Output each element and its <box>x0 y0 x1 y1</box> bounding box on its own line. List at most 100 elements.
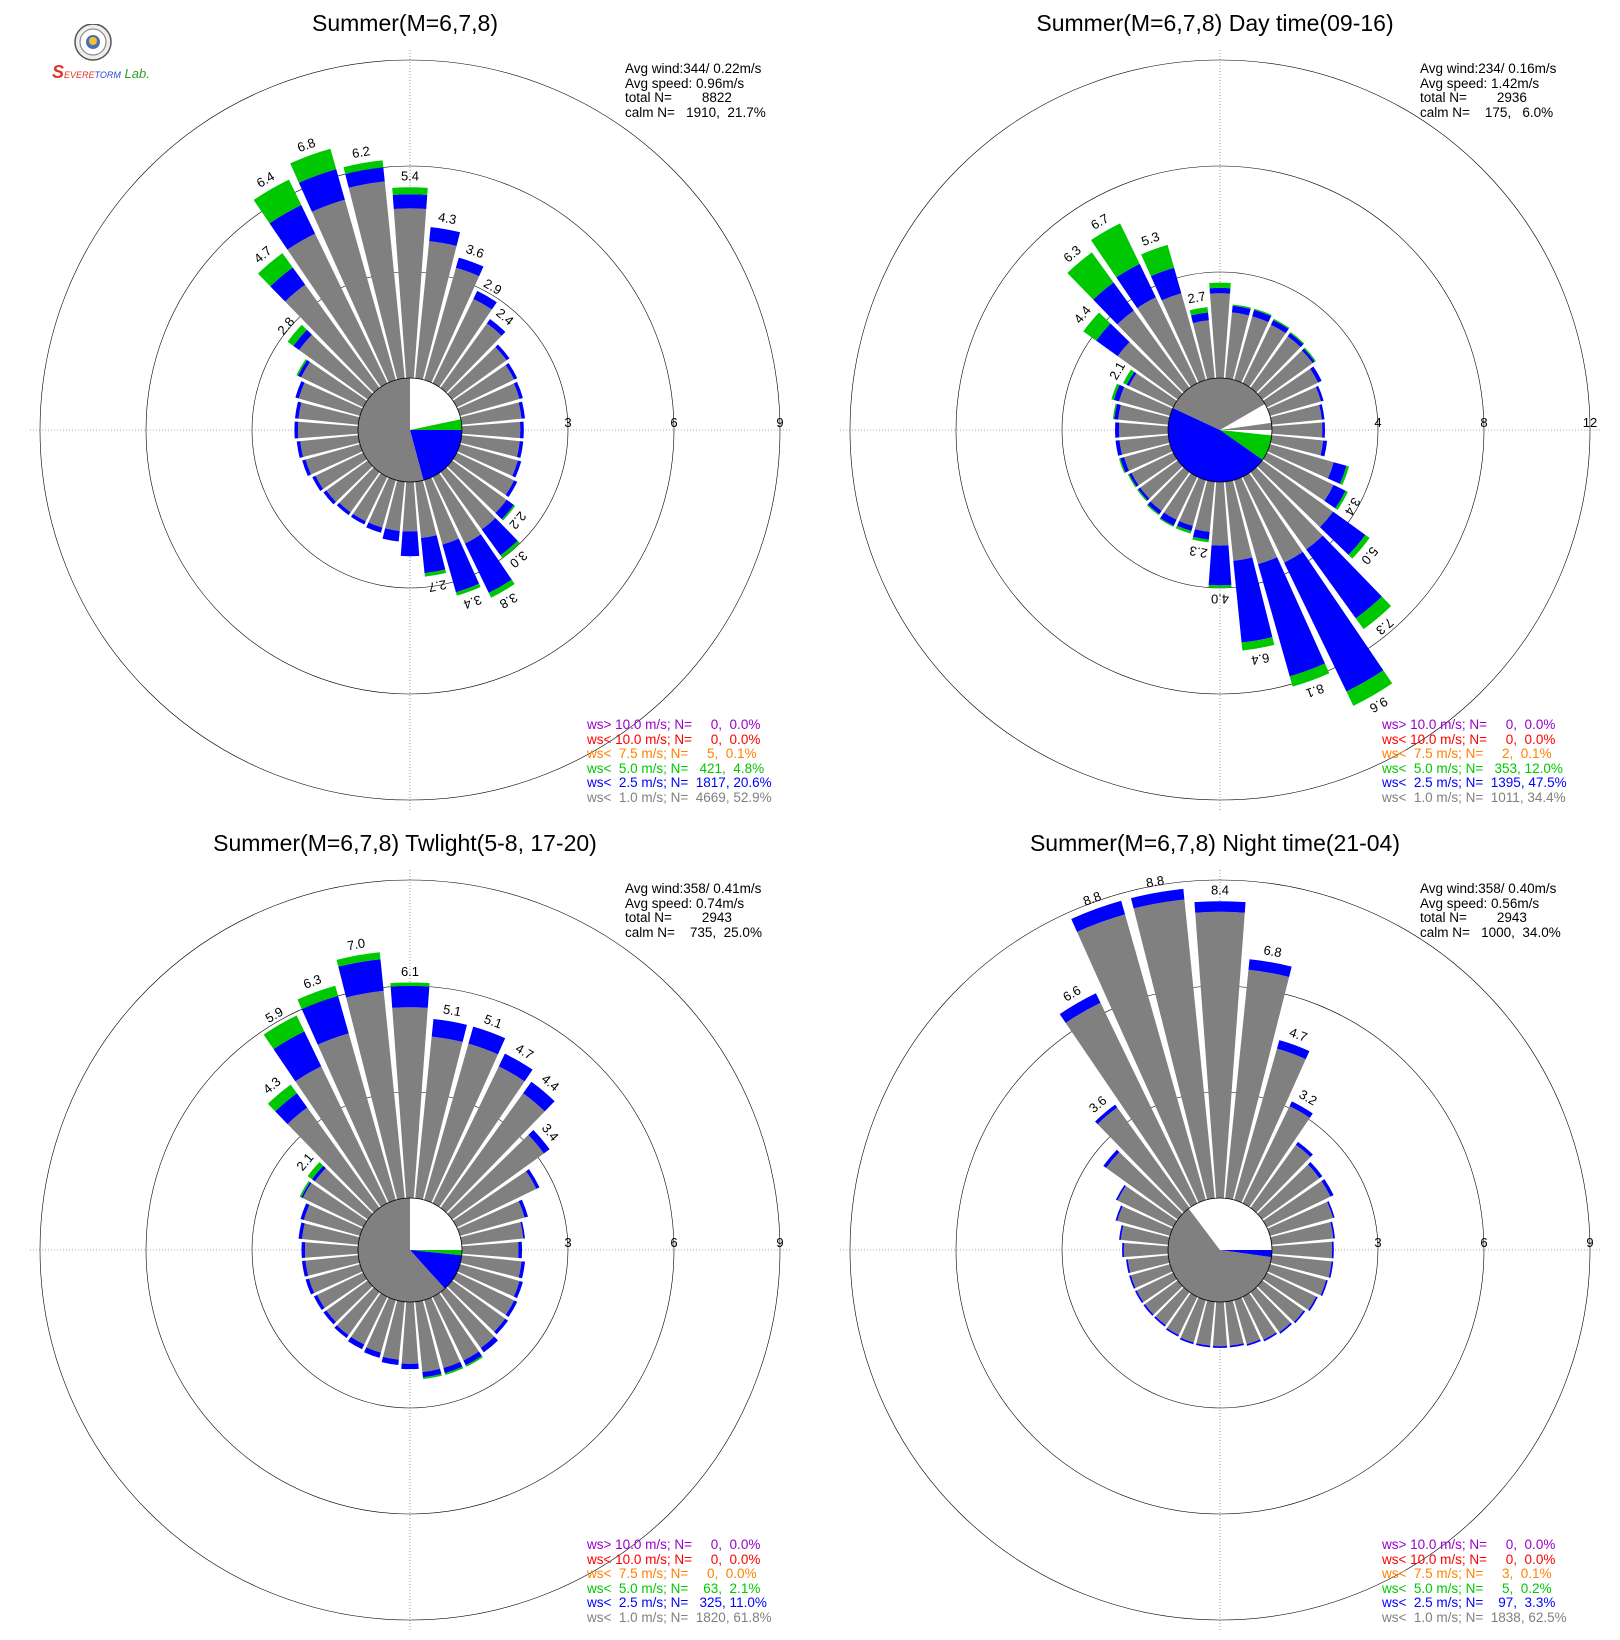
petal-gray-segment <box>1263 1181 1331 1228</box>
petal-gray-segment <box>1124 444 1173 471</box>
legend-entry: ws< 2.5 m/s; N= 1817, 20.6% <box>587 775 772 790</box>
petal-gray-segment <box>461 1242 519 1258</box>
petal-blue-segment <box>294 421 299 439</box>
stat-avg-speed: Avg speed: 0.96m/s <box>625 75 745 91</box>
petal-green-segment <box>253 179 302 224</box>
petal-gray-segment <box>392 1007 428 1199</box>
petal-green-segment <box>1335 490 1348 510</box>
petal-blue-segment <box>1289 1101 1313 1118</box>
petal-value-label: 3.8 <box>497 590 520 612</box>
petal-gray-segment <box>1250 1287 1291 1333</box>
petal-blue-segment <box>480 1336 498 1353</box>
petal-gray-segment <box>1242 1106 1310 1207</box>
petal-gray-segment <box>453 452 515 495</box>
petal-blue-segment <box>464 534 512 593</box>
petal-value-label: 6.4 <box>254 169 277 191</box>
petal-gray-segment <box>1195 911 1245 1199</box>
petal-blue-segment <box>1321 1179 1334 1197</box>
petal-gray-segment <box>1065 1002 1198 1207</box>
stat-avg-speed: Avg speed: 0.74m/s <box>625 895 745 911</box>
petal-gray-segment <box>297 421 359 439</box>
petal-green-segment <box>296 359 308 376</box>
wind-rose-panel-summer: 3 6 9 5.4 4.3 3.6 2.9 2.4 2.2 3.0 3.8 3.4 2.7 2.8 4.7 6… <box>0 0 810 820</box>
petal-blue-segment <box>1310 366 1322 383</box>
calm-pie-slice <box>1220 422 1272 430</box>
petal-blue-segment <box>1126 1259 1131 1274</box>
petal-blue-segment <box>1229 1343 1245 1348</box>
legend-entry: ws< 5.0 m/s; N= 5, 0.2% <box>1382 1580 1552 1596</box>
petal-blue-segment <box>323 1310 336 1325</box>
petal-gray-segment <box>402 481 418 532</box>
petal-gray-segment <box>460 1222 524 1245</box>
petal-blue-segment <box>323 490 336 505</box>
petal-blue-segment <box>1113 384 1125 402</box>
petal-blue-segment <box>1195 1343 1211 1348</box>
petal-gray-segment <box>1267 444 1334 479</box>
petal-blue-segment <box>294 401 302 419</box>
petal-gray-segment <box>348 181 405 380</box>
petal-gray-segment <box>385 480 405 531</box>
petal-blue-segment <box>518 401 526 419</box>
petal-gray-segment <box>453 365 515 408</box>
petal-gray-segment <box>326 1280 373 1322</box>
stat-avg-wind: Avg wind:358/ 0.41m/s <box>625 881 762 896</box>
wind-rose-summer: 3 6 95.44.33.62.92.42.23.03.83.42.72.84.76… <box>30 50 790 810</box>
petal-blue-segment <box>520 1221 526 1239</box>
petal-blue-segment <box>1212 1345 1228 1348</box>
legend-entry: ws< 5.0 m/s; N= 353, 12.0% <box>1382 760 1563 776</box>
petal-gray-segment <box>317 1033 396 1203</box>
petal-gray-segment <box>1117 310 1190 393</box>
petal-gray-segment <box>346 990 405 1200</box>
calm-pie-slice <box>1220 430 1272 436</box>
petal-green-segment <box>1339 465 1350 485</box>
petal-gray-segment <box>461 421 521 439</box>
petal-blue-segment <box>1306 535 1382 619</box>
petal-value-label: 6.2 <box>351 143 371 161</box>
stat-calm-n: calm N= 1000, 34.0% <box>1420 924 1561 940</box>
petal-blue-segment <box>494 1318 509 1335</box>
petal-blue-segment <box>1301 348 1315 364</box>
petal-blue-segment <box>381 1356 399 1366</box>
legend: ws> 10.0 m/s; N= 0, 0.0% ws< 10.0 m/s; N… <box>587 1537 772 1625</box>
petal-blue-segment <box>1233 557 1273 643</box>
petal-gray-segment <box>1144 1280 1183 1315</box>
petal-gray-segment <box>1117 342 1183 400</box>
petal-blue-segment <box>1115 1185 1126 1201</box>
petal-green-segment <box>1348 534 1370 559</box>
stat-calm-n: calm N= 175, 6.0% <box>1420 104 1554 120</box>
legend-entry: ws< 7.5 m/s; N= 5, 0.1% <box>587 746 757 761</box>
petal-blue-segment <box>296 441 304 458</box>
petal-blue-segment <box>301 1242 306 1258</box>
petal-blue-segment <box>400 531 420 557</box>
petal-gray-segment <box>302 1183 367 1228</box>
grid-ring <box>145 165 675 695</box>
petal-gray-segment <box>303 1204 363 1236</box>
petal-gray-segment <box>440 467 496 530</box>
petal-value-label: 5.4 <box>401 169 419 184</box>
wind-rose-panel-day: 4 8 12 3.4 5.0 7.3 9.6 8.1 6.4 4.0 2.3 2.1 4.4 6.3 6.7… <box>810 0 1620 820</box>
petal-gray-segment <box>1257 1164 1320 1220</box>
petal-blue-segment <box>526 1169 540 1189</box>
stats-box: Avg wind:358/ 0.41m/s Avg speed: 0.74m/s… <box>625 881 762 940</box>
petal-blue-segment <box>300 1203 310 1220</box>
petal-blue-segment <box>1319 511 1366 555</box>
calm-pie-slice <box>410 1250 463 1256</box>
petal-blue-segment <box>523 1081 555 1112</box>
legend-entry: ws< 5.0 m/s; N= 63, 2.1% <box>587 1580 761 1596</box>
petal-green-segment <box>307 1162 324 1180</box>
petal-blue-segment <box>1294 1310 1306 1324</box>
petal-blue-segment <box>468 1026 506 1055</box>
petal-green-segment <box>1067 252 1114 300</box>
petal-blue-segment <box>520 421 524 439</box>
petal-blue-segment <box>1160 512 1177 526</box>
petal-green-segment <box>1090 223 1140 278</box>
petal-value-label: 7.0 <box>346 935 366 953</box>
petal-gray-segment <box>424 477 459 545</box>
chart-title: Summer(M=6,7,8) Twlight(5-8, 17-20) <box>213 830 597 856</box>
petal-blue-segment <box>1059 993 1101 1023</box>
petal-gray-segment <box>432 1293 479 1361</box>
petal-green-segment <box>1209 282 1231 289</box>
petal-gray-segment <box>447 1134 544 1220</box>
petal-green-segment <box>1189 307 1209 316</box>
petal-blue-segment <box>1324 484 1346 509</box>
